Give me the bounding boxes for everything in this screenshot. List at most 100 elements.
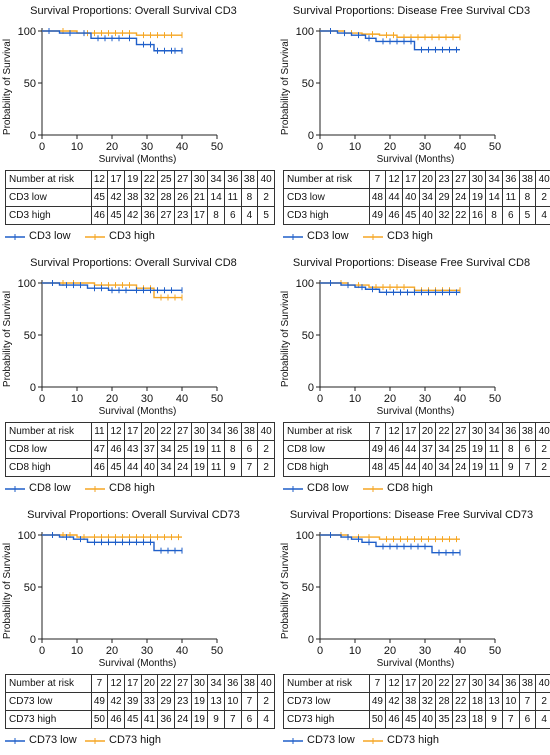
risk-cell: 37 [419,441,436,459]
risk-cell: 24 [452,189,469,207]
risk-cell: 25 [452,441,469,459]
risk-cell: 17 [402,171,419,189]
risk-cell: 36 [502,675,519,693]
km-plot: Survival Proportions: Disease Free Survi… [278,504,550,672]
risk-cell: 46 [386,207,403,225]
x-axis-label: Survival (Months) [99,406,177,417]
km-plot: Survival Proportions: Overall Survival C… [0,0,272,168]
risk-cell: 29 [436,189,453,207]
risk-cell: 34 [208,675,225,693]
x-tick-label: 50 [211,645,223,657]
chart-title: Survival Proportions: Overall Survival C… [27,509,240,521]
risk-cell: 27 [158,207,175,225]
risk-cell: 45 [386,459,403,477]
risk-cell: 26 [174,189,191,207]
risk-cell: 11 [224,189,241,207]
risk-cell: 49 [369,693,386,711]
risk-cell: 7 [241,459,258,477]
x-tick-label: 10 [71,645,83,657]
risk-cell: 36 [502,171,519,189]
risk-row-label: CD3 high [6,207,92,225]
risk-row-label: CD3 low [6,189,92,207]
risk-cell: 36 [502,423,519,441]
risk-cell: 45 [91,189,108,207]
km-panel: Survival Proportions: Disease Free Survi… [278,0,550,251]
risk-cell: 12 [386,423,403,441]
x-axis-label: Survival (Months) [377,658,455,669]
risk-cell: 32 [419,693,436,711]
y-tick-label: 50 [24,78,36,90]
legend-label: CD3 high [109,230,155,242]
risk-row-label: CD73 high [6,711,92,729]
risk-cell: 24 [452,459,469,477]
risk-cell: 9 [224,459,241,477]
risk-cell: 25 [158,171,175,189]
legend-label: CD3 low [307,230,349,242]
risk-cell: 11 [208,459,225,477]
risk-cell: 6 [241,711,258,729]
risk-cell: 46 [91,459,108,477]
legend-swatch [283,484,303,494]
risk-cell: 44 [402,459,419,477]
risk-cell: 43 [124,441,141,459]
risk-cell: 28 [158,189,175,207]
risk-cell: 14 [486,189,503,207]
risk-cell: 30 [191,423,208,441]
risk-cell: 35 [436,711,453,729]
x-tick-label: 40 [176,645,188,657]
risk-row-label: Number at risk [284,423,370,441]
risk-cell: 40 [419,459,436,477]
legend-swatch [363,484,383,494]
risk-cell: 22 [158,423,175,441]
risk-cell: 38 [519,675,536,693]
y-tick-label: 100 [296,26,314,38]
risk-cell: 30 [469,675,486,693]
y-tick-label: 100 [18,26,36,38]
risk-cell: 7 [502,711,519,729]
risk-cell: 18 [469,693,486,711]
risk-cell: 7 [224,711,241,729]
risk-cell: 21 [191,189,208,207]
risk-cell: 40 [419,711,436,729]
km-plot: Survival Proportions: Overall Survival C… [0,504,272,672]
risk-cell: 34 [419,189,436,207]
risk-cell: 11 [502,189,519,207]
x-tick-label: 20 [384,645,396,657]
risk-cell: 8 [241,189,258,207]
risk-cell: 46 [108,711,125,729]
risk-cell: 5 [519,207,536,225]
risk-cell: 20 [141,675,158,693]
risk-cell: 45 [108,459,125,477]
x-tick-label: 30 [419,393,431,405]
legend-swatch [363,736,383,746]
x-tick-label: 50 [489,141,501,153]
risk-cell: 2 [536,693,550,711]
y-tick-label: 100 [18,278,36,290]
y-tick-label: 0 [308,634,314,646]
risk-cell: 38 [241,423,258,441]
legend-swatch [363,232,383,242]
risk-cell: 17 [108,171,125,189]
x-tick-label: 30 [141,393,153,405]
risk-cell: 49 [369,441,386,459]
x-tick-label: 30 [419,645,431,657]
risk-row-label: CD8 high [284,459,370,477]
risk-cell: 2 [258,189,275,207]
risk-cell: 9 [502,459,519,477]
risk-cell: 7 [241,693,258,711]
legend-label: CD8 low [307,482,349,494]
x-tick-label: 30 [141,141,153,153]
risk-cell: 12 [91,171,108,189]
x-tick-label: 30 [419,141,431,153]
